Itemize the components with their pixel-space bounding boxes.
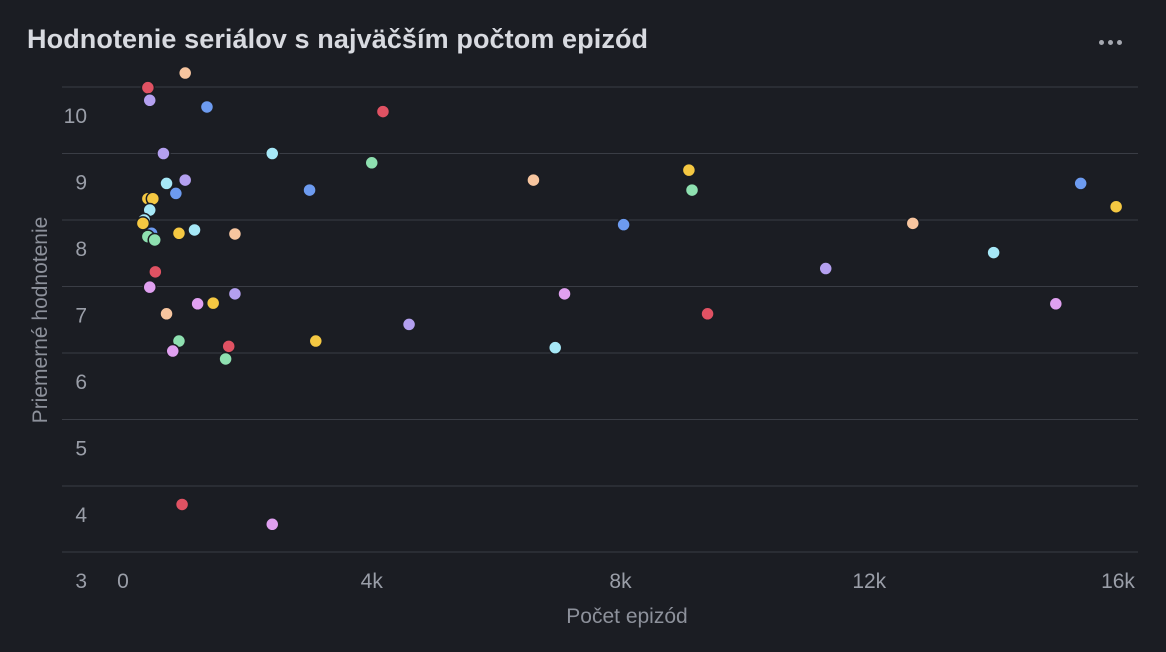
data-point[interactable]: [190, 296, 205, 312]
data-point[interactable]: [547, 340, 563, 355]
data-point[interactable]: [818, 261, 833, 276]
data-point[interactable]: [302, 182, 317, 198]
data-point[interactable]: [218, 351, 233, 367]
data-point[interactable]: [148, 264, 163, 280]
data-point[interactable]: [142, 93, 157, 108]
y-tick-label: 9: [75, 172, 87, 195]
y-axis-ticks: 3 4 5 6 7 8 9 10: [64, 105, 88, 593]
y-tick-label: 5: [75, 438, 87, 461]
data-point[interactable]: [1108, 199, 1124, 214]
more-horizontal-icon: [1116, 39, 1122, 45]
y-tick-label: 8: [75, 238, 87, 261]
data-point[interactable]: [159, 176, 174, 191]
data-point[interactable]: [168, 186, 184, 201]
x-tick-label: 16k: [1101, 570, 1135, 593]
data-point[interactable]: [187, 222, 202, 238]
data-point[interactable]: [1073, 176, 1088, 191]
data-point[interactable]: [265, 146, 280, 161]
y-tick-label: 10: [64, 105, 87, 128]
data-point[interactable]: [364, 155, 379, 171]
x-axis-ticks: 0 4k 8k 12k 16k: [117, 570, 1135, 593]
x-tick-label: 0: [117, 570, 129, 593]
data-point[interactable]: [684, 182, 700, 198]
more-horizontal-icon: [1107, 39, 1113, 45]
x-tick-label: 12k: [852, 570, 886, 593]
data-point[interactable]: [205, 295, 221, 311]
y-axis-title: Priemerné hodnotenie: [29, 217, 52, 424]
data-point[interactable]: [401, 317, 417, 332]
y-tick-label: 6: [75, 371, 87, 394]
data-point[interactable]: [177, 65, 193, 81]
data-point[interactable]: [227, 226, 243, 242]
data-point[interactable]: [165, 343, 180, 359]
data-point[interactable]: [159, 306, 174, 322]
data-point[interactable]: [700, 306, 715, 322]
y-tick-label: 4: [75, 504, 87, 527]
data-point[interactable]: [1048, 296, 1064, 312]
y-tick-label: 7: [75, 305, 87, 328]
x-axis-title: Počet epizód: [566, 605, 687, 628]
data-point[interactable]: [905, 216, 921, 231]
data-point[interactable]: [526, 172, 541, 188]
data-point[interactable]: [616, 217, 631, 232]
chart-title: Hodnotenie seriálov s najväčším počtom e…: [27, 24, 649, 54]
grid-lines: [62, 86, 1138, 553]
data-point[interactable]: [265, 517, 280, 532]
more-menu-button[interactable]: [1092, 28, 1128, 56]
data-point[interactable]: [681, 162, 697, 178]
data-point[interactable]: [171, 226, 187, 241]
data-point[interactable]: [221, 339, 236, 354]
data-point[interactable]: [135, 216, 151, 231]
data-points: [135, 65, 1124, 532]
data-point[interactable]: [986, 245, 1001, 260]
data-point[interactable]: [308, 333, 324, 349]
x-tick-label: 4k: [361, 570, 384, 593]
more-horizontal-icon: [1098, 39, 1104, 45]
x-tick-label: 8k: [609, 570, 632, 593]
data-point[interactable]: [147, 232, 162, 248]
data-point[interactable]: [199, 99, 215, 115]
data-point[interactable]: [557, 286, 572, 302]
data-point[interactable]: [142, 279, 157, 295]
data-point[interactable]: [375, 104, 391, 119]
data-point[interactable]: [174, 497, 190, 512]
data-point[interactable]: [177, 172, 193, 188]
data-point[interactable]: [140, 80, 156, 95]
data-point[interactable]: [156, 146, 171, 161]
data-point[interactable]: [227, 286, 243, 302]
y-tick-label: 3: [75, 570, 87, 593]
